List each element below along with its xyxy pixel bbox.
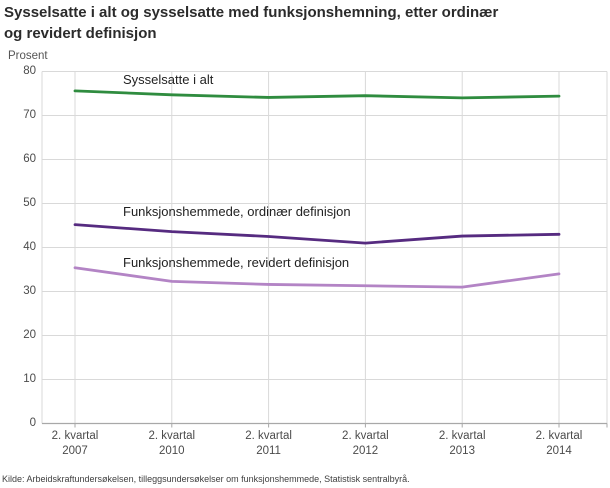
x-tick-label: 2. kvartal 2012 xyxy=(317,429,413,459)
line-chart xyxy=(41,71,608,428)
y-tick-label: 30 xyxy=(23,285,36,297)
x-tick-label-year: 2007 xyxy=(62,445,88,457)
x-tick-label: 2. kvartal 2007 xyxy=(27,429,123,459)
y-tick-label: 40 xyxy=(23,241,36,253)
x-tick-label-year: 2012 xyxy=(352,445,379,457)
x-tick-label-year: 2014 xyxy=(546,445,572,457)
x-tick-label-year: 2011 xyxy=(256,445,281,457)
y-tick-label: 0 xyxy=(29,417,36,429)
series-label-funksjonshemmede-ordinaer: Funksjonshemmede, ordinær definisjon xyxy=(123,204,351,219)
y-tick-label: 10 xyxy=(23,373,36,385)
x-tick-label-quarter: 2. kvartal xyxy=(148,430,196,442)
series-label-funksjonshemmede-revidert: Funksjonshemmede, revidert definisjon xyxy=(123,255,350,270)
x-tick-label-quarter: 2. kvartal xyxy=(342,430,389,442)
x-tick-label: 2. kvartal 2014 xyxy=(511,429,607,459)
chart-title: Sysselsatte i alt og sysselsatte med fun… xyxy=(4,2,606,44)
series-line-funksjonshemmede-revidert-definisjon xyxy=(73,266,561,289)
y-tick-label: 20 xyxy=(23,329,36,341)
chart-title-line1: Sysselsatte i alt og sysselsatte med fun… xyxy=(4,4,499,21)
x-tick-label-quarter: 2. kvartal xyxy=(535,430,583,442)
series-line-funksjonshemmede-ordin-r-definisjon xyxy=(73,223,561,245)
x-tick-label-year: 2013 xyxy=(449,445,475,457)
x-tick-label-quarter: 2. kvartal xyxy=(438,430,486,442)
series-label-sysselsatte-i-alt: Sysselsatte i alt xyxy=(123,72,214,87)
x-tick-label-quarter: 2. kvartal xyxy=(245,430,292,442)
y-tick-label: 70 xyxy=(23,109,36,121)
y-tick-label: 80 xyxy=(23,65,36,77)
source-credit: Kilde: Arbeidskraftundersøkelsen, tilleg… xyxy=(2,474,410,484)
y-axis-unit-label: Prosent xyxy=(8,50,48,62)
x-tick-label-quarter: 2. kvartal xyxy=(51,430,99,442)
y-tick-label: 60 xyxy=(23,153,36,165)
chart-title-line2: og revidert definisjon xyxy=(4,25,157,42)
series-line-sysselsatte-i-alt xyxy=(73,89,561,100)
x-tick-label: 2. kvartal 2011 xyxy=(221,429,317,459)
x-tick-label: 2. kvartal 2013 xyxy=(414,429,510,459)
x-tick-label-year: 2010 xyxy=(159,445,185,457)
y-tick-label: 50 xyxy=(23,197,36,209)
x-tick-label: 2. kvartal 2010 xyxy=(124,429,220,459)
